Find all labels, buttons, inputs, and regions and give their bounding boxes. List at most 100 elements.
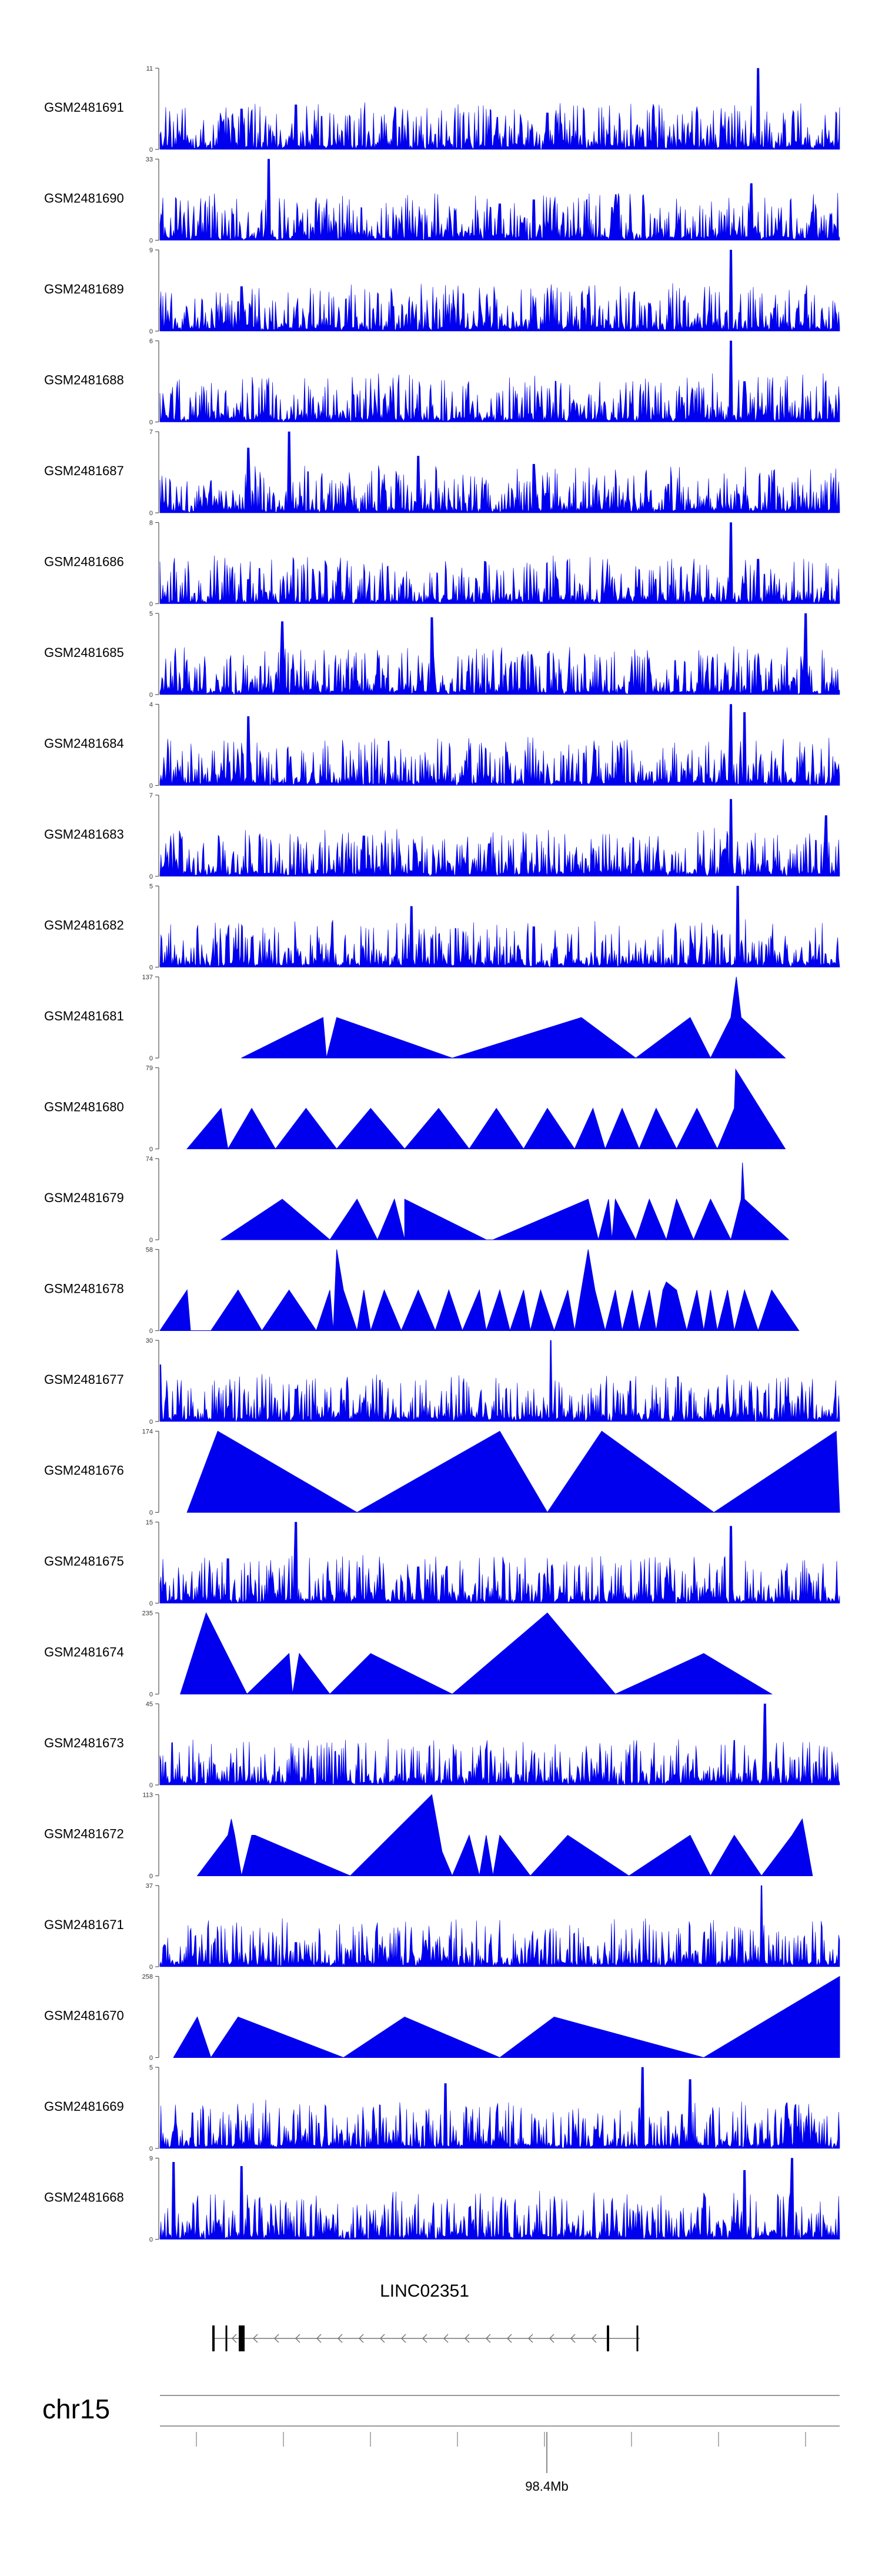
y-max-label: 8 (149, 520, 153, 527)
exon (607, 2325, 609, 2351)
y-zero-label: 0 (149, 510, 153, 517)
y-zero-label: 0 (149, 1964, 153, 1971)
strand-arrow (464, 2334, 470, 2343)
y-zero-label: 0 (149, 1146, 153, 1153)
track-label: GSM2481677 (44, 1372, 124, 1387)
track-GSM2481687: GSM2481687 7 0 (44, 429, 840, 517)
signal-area (159, 249, 840, 332)
strand-arrow (570, 2334, 576, 2343)
track-label: GSM2481683 (44, 827, 124, 842)
track-label: GSM2481682 (44, 918, 124, 933)
track-GSM2481677: GSM2481677 30 0 (44, 1337, 840, 1426)
track-label: GSM2481672 (44, 1827, 124, 1841)
track-GSM2481683: GSM2481683 7 0 (44, 792, 840, 880)
y-zero-label: 0 (149, 146, 153, 154)
strand-arrow (422, 2334, 427, 2343)
track-label: GSM2481671 (44, 1917, 124, 1932)
track-label: GSM2481670 (44, 2008, 124, 2023)
signal-area (159, 1249, 800, 1332)
strand-arrow (485, 2334, 491, 2343)
track-label: GSM2481678 (44, 1282, 124, 1296)
strand-arrow (337, 2334, 343, 2343)
gene-annotation: LINC02351 (212, 2281, 640, 2351)
track-GSM2481676: GSM2481676 174 0 (44, 1429, 840, 1517)
track-GSM2481668: GSM2481668 9 0 (44, 2155, 840, 2244)
axis-tick-label: 98.4Mb (525, 2479, 568, 2494)
signal-area (159, 1340, 840, 1422)
axis-lines (160, 2395, 840, 2473)
strand-arrow (591, 2334, 597, 2343)
track-label: GSM2481673 (44, 1736, 124, 1750)
track-label: GSM2481690 (44, 191, 124, 206)
y-max-label: 45 (146, 1701, 153, 1708)
y-zero-label: 0 (149, 692, 153, 699)
strand-arrow (316, 2334, 322, 2343)
track-label: GSM2481684 (44, 736, 124, 751)
track-GSM2481670: GSM2481670 258 0 (44, 1974, 840, 2062)
exon (636, 2325, 639, 2351)
track-GSM2481685: GSM2481685 5 0 (44, 610, 840, 699)
strand-arrow (400, 2334, 406, 2343)
track-GSM2481669: GSM2481669 5 0 (44, 2064, 840, 2153)
strand-arrow (295, 2334, 300, 2343)
track-GSM2481679: GSM2481679 74 0 (44, 1156, 790, 1244)
signal-area (159, 704, 840, 786)
track-label: GSM2481679 (44, 1190, 124, 1205)
signal-area (180, 1612, 773, 1695)
signal-area (159, 341, 840, 422)
track-label: GSM2481674 (44, 1645, 124, 1660)
y-max-label: 5 (149, 883, 153, 890)
y-max-label: 137 (142, 974, 153, 981)
y-zero-label: 0 (149, 1510, 153, 1517)
track-label: GSM2481668 (44, 2190, 124, 2205)
strand-arrow (358, 2334, 364, 2343)
track-label: GSM2481669 (44, 2099, 124, 2114)
y-max-label: 74 (146, 1156, 153, 1163)
y-max-label: 79 (146, 1065, 153, 1072)
y-max-label: 9 (149, 2155, 153, 2163)
y-max-label: 113 (142, 1792, 153, 1799)
y-zero-label: 0 (149, 1600, 153, 1607)
track-label: GSM2481686 (44, 555, 124, 569)
genome-axis: chr15 98.4Mb (42, 2394, 840, 2494)
track-GSM2481684: GSM2481684 4 0 (44, 702, 840, 790)
track-label: GSM2481691 (44, 100, 124, 115)
y-zero-label: 0 (149, 238, 153, 245)
track-GSM2481686: GSM2481686 8 0 (44, 520, 840, 608)
track-label: GSM2481689 (44, 282, 124, 296)
exon (225, 2325, 228, 2351)
y-max-label: 15 (146, 1519, 153, 1526)
y-zero-label: 0 (149, 1691, 153, 1699)
strand-arrow (273, 2334, 279, 2343)
signal-area (159, 613, 840, 695)
track-label: GSM2481676 (44, 1463, 124, 1478)
track-GSM2481675: GSM2481675 15 0 (44, 1519, 840, 1607)
y-zero-label: 0 (149, 783, 153, 790)
y-max-label: 58 (146, 1247, 153, 1254)
y-max-label: 30 (146, 1337, 153, 1344)
track-GSM2481671: GSM2481671 37 0 (44, 1883, 840, 1971)
signal-area (173, 1976, 840, 2058)
chromosome-label: chr15 (42, 2394, 110, 2424)
y-zero-label: 0 (149, 1055, 153, 1062)
signal-area (241, 976, 786, 1059)
track-GSM2481689: GSM2481689 9 0 (44, 247, 840, 335)
track-GSM2481674: GSM2481674 235 0 (44, 1610, 773, 1699)
track-GSM2481680: GSM2481680 79 0 (44, 1065, 786, 1153)
y-zero-label: 0 (149, 1782, 153, 1789)
gene-model-LINC02351 (212, 2325, 640, 2351)
strand-arrow (252, 2334, 258, 2343)
strand-arrow (527, 2334, 533, 2343)
track-label: GSM2481685 (44, 645, 124, 660)
y-max-label: 7 (149, 792, 153, 799)
track-GSM2481673: GSM2481673 45 0 (44, 1701, 840, 1789)
signal-area (159, 522, 840, 605)
signal-area (159, 68, 840, 150)
y-max-label: 11 (146, 65, 153, 72)
signal-area (196, 1794, 813, 1877)
y-zero-label: 0 (149, 2145, 153, 2153)
signal-area (186, 1430, 840, 1513)
track-GSM2481672: GSM2481672 113 0 (44, 1792, 813, 1880)
signal-area (159, 159, 840, 241)
